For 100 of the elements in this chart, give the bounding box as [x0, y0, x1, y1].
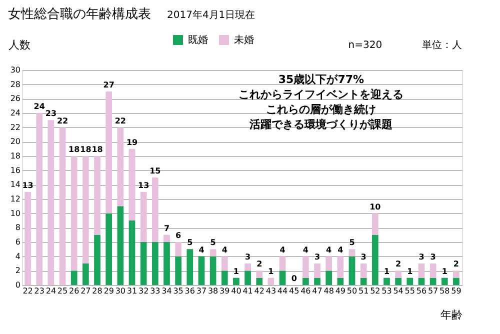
total-label: 1	[268, 266, 274, 276]
bar	[175, 242, 182, 256]
bar	[453, 270, 460, 278]
y-tick-label: 24	[10, 108, 20, 118]
total-label: 2	[396, 260, 402, 269]
x-tick-label: 43	[266, 286, 276, 296]
total-label: 18	[92, 145, 104, 154]
total-label: 15	[150, 166, 162, 176]
bar	[314, 264, 320, 278]
bar	[70, 156, 78, 271]
bar	[24, 192, 31, 285]
total-label: 1	[442, 266, 448, 276]
x-tick-label: 46	[300, 286, 311, 296]
bar	[221, 270, 228, 285]
y-tick-label: 4	[15, 252, 20, 261]
x-tick-label: 24	[46, 286, 56, 296]
bar	[152, 242, 158, 285]
bar	[117, 206, 124, 285]
total-label: 23	[45, 109, 57, 118]
x-tick-label: 59	[451, 286, 462, 296]
bar	[70, 270, 78, 285]
y-tick-label: 26	[10, 94, 20, 104]
x-tick-label: 47	[312, 286, 322, 296]
x-tick-label: 36	[184, 286, 195, 296]
total-label: 5	[349, 238, 356, 248]
bar	[244, 270, 251, 285]
x-tick-label: 38	[208, 286, 218, 296]
bar	[82, 264, 89, 285]
total-label: 2	[256, 260, 262, 269]
y-tick-label: 8	[15, 223, 20, 232]
x-tick-label: 39	[220, 286, 230, 296]
bar	[418, 278, 425, 285]
bar	[314, 278, 320, 285]
annotation: これらの層が働き続け	[266, 103, 376, 116]
y-tick-label: 30	[10, 66, 20, 74]
x-tick-label: 40	[231, 286, 242, 296]
x-tick-label: 30	[115, 286, 126, 296]
annotation: 活躍できる環境づくりが課題	[248, 118, 393, 131]
total-label: 4	[198, 245, 205, 254]
x-tick-label: 50	[346, 286, 358, 296]
total-label: 22	[114, 116, 126, 126]
bar	[360, 264, 367, 278]
bar	[395, 278, 402, 285]
bar	[256, 270, 263, 278]
total-label: 6	[176, 231, 182, 240]
bar	[395, 270, 402, 278]
total-label: 18	[68, 145, 80, 154]
x-tick-label: 35	[173, 286, 184, 296]
text: 単位：人	[422, 39, 462, 51]
bar	[406, 278, 414, 285]
bar	[82, 156, 89, 264]
total-label: 5	[187, 238, 194, 248]
y-tick-label: 0	[15, 280, 20, 290]
total-label: 1	[233, 266, 240, 276]
bar	[326, 270, 332, 285]
total-label: 13	[22, 180, 34, 190]
x-tick-label: 27	[80, 286, 91, 296]
y-tick-label: 12	[10, 194, 20, 204]
annotation: これからライフイベントを迎える	[238, 88, 404, 101]
bar	[164, 242, 170, 285]
bar	[256, 278, 263, 285]
y-tick-label: 20	[10, 137, 20, 146]
x-tick-label: 31	[126, 286, 138, 296]
total-label: 4	[222, 245, 228, 254]
bar	[337, 256, 344, 278]
bar	[210, 256, 216, 285]
x-axis-title: 年齢	[440, 308, 462, 322]
bar	[106, 213, 112, 285]
x-tick-label: 51	[358, 286, 369, 296]
x-tick-label: 48	[324, 286, 334, 296]
total-label: 0	[291, 274, 298, 283]
total-label: 18	[80, 145, 92, 154]
bar	[244, 264, 251, 271]
total-label: 5	[210, 238, 216, 248]
bar	[94, 156, 100, 235]
bar	[418, 264, 425, 278]
x-tick-label: 45	[289, 286, 300, 296]
bar	[348, 256, 356, 285]
x-tick-label: 58	[440, 286, 450, 296]
x-tick-label: 22	[22, 286, 33, 296]
bar	[430, 278, 436, 285]
bar	[140, 192, 147, 242]
bar	[372, 213, 378, 235]
bar	[268, 278, 274, 285]
y-tick-label: 16	[10, 166, 20, 175]
annotation: 35歳以下が77%	[278, 73, 364, 86]
x-tick-label: 54	[393, 286, 404, 296]
bar	[36, 113, 43, 285]
x-tick-label: 23	[34, 286, 44, 296]
total-label: 3	[360, 252, 366, 262]
total-label: 4	[338, 245, 344, 254]
y-axis-title: 人数	[8, 38, 30, 52]
x-tick-label: 28	[92, 286, 102, 296]
bar	[279, 256, 286, 271]
bar	[302, 278, 309, 285]
y-tick-label: 6	[15, 238, 20, 246]
y-tick-label: 2	[15, 266, 20, 276]
x-tick-label: 52	[370, 286, 380, 296]
bar	[326, 256, 332, 271]
bar	[128, 220, 136, 285]
